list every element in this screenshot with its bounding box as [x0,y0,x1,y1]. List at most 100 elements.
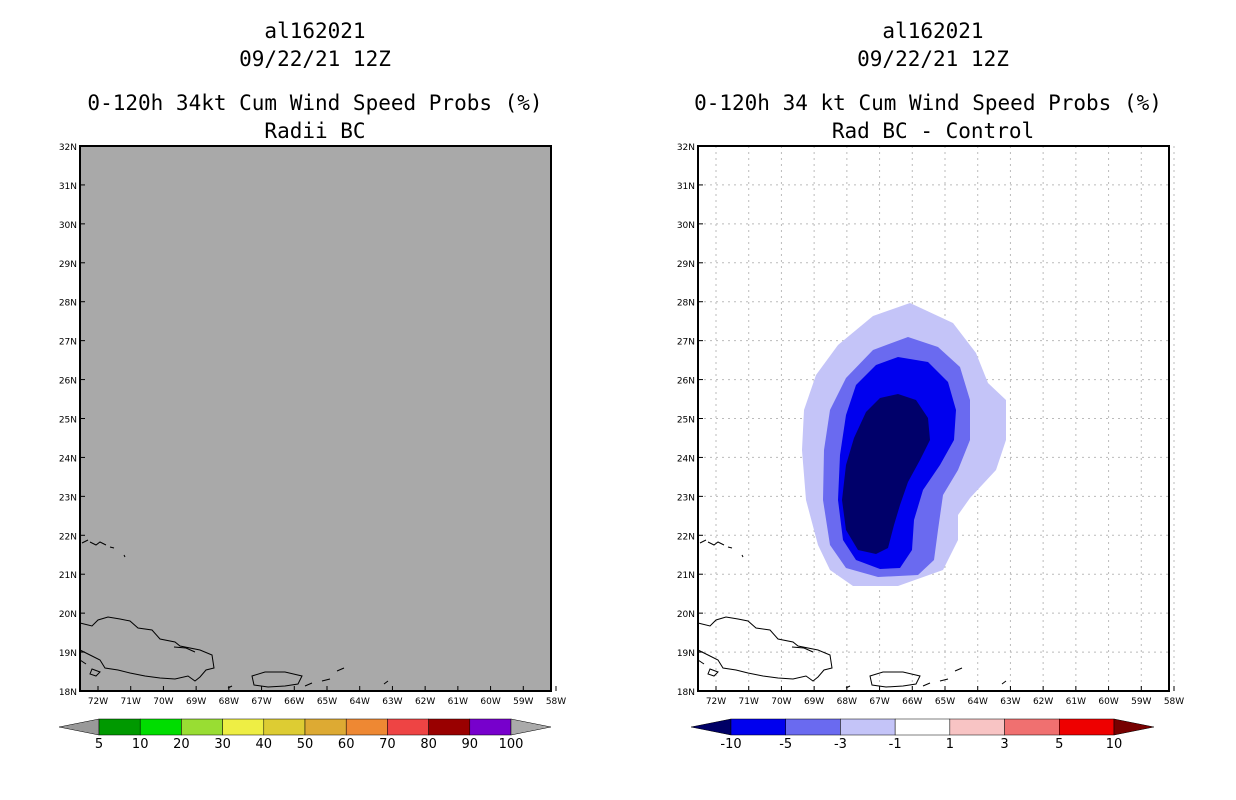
left-colorbar-swatch [181,718,223,736]
right-lat-label: 19N [677,649,695,659]
right-colorbar-label: -3 [834,737,847,752]
left-colorbar-label: 30 [214,737,231,752]
right-lat-label: 21N [677,571,695,581]
left-subtitle: Radii BC [264,119,366,143]
left-colorbar-label: 10 [132,737,149,752]
right-lon-label: 67W [869,697,889,707]
right-lon-label: 58W [1164,697,1184,707]
left-lat-label: 27N [59,338,77,348]
right-lon-label: 65W [935,697,955,707]
left-colorbar-swatch [387,718,429,736]
left-colorbar-swatch [469,718,512,736]
left-lat-label: 19N [59,649,77,659]
right-colorbar-swatch [1059,718,1115,736]
left-colorbar-swatch [304,718,347,736]
left-coastlines [79,539,389,689]
left-lat-label: 21N [59,571,77,581]
left-colorbar-under-arrow [58,718,100,736]
left-colorbar-swatch [263,718,306,736]
right-lon-label: 60W [1098,697,1118,707]
left-colorbar-label: 50 [297,737,314,752]
right-colorbar-swatch [949,718,1005,736]
left-lon-label: 64W [350,697,370,707]
left-colorbar-label: 90 [462,737,479,752]
right-lat-label: 29N [677,260,695,270]
left-lon-label: 62W [415,697,435,707]
left-colorbar-label: 5 [95,737,103,752]
left-colorbar-swatch [345,718,388,736]
right-lon-label: 72W [706,697,726,707]
left-lat-label: 22N [59,532,77,542]
right-lat-label: 18N [677,688,695,698]
left-lat-label: 28N [59,299,77,309]
left-lat-label: 31N [59,182,77,192]
left-lon-label: 59W [513,697,533,707]
left-lon-label: 65W [317,697,337,707]
right-lon-label: 59W [1131,697,1151,707]
left-lat-label: 32N [59,143,77,153]
left-lat-label: 23N [59,493,77,503]
left-lon-label: 67W [251,697,271,707]
left-lon-label: 63W [382,697,402,707]
right-colorbar-swatch [1004,718,1060,736]
left-colorbar-label: 100 [499,737,524,752]
right-difference-contours [802,303,1006,586]
left-probability-field [80,146,551,691]
right-lat-label: 25N [677,416,695,426]
right-datetime: 09/22/21 12Z [857,47,1009,71]
left-lon-label: 69W [186,697,206,707]
left-lon-label: 70W [153,697,173,707]
right-lon-label: 68W [837,697,857,707]
left-colorbar-label: 20 [173,737,190,752]
right-lat-label: 24N [677,454,695,464]
left-colorbar-swatch [222,718,265,736]
left-colorbar-label: 80 [420,737,437,752]
right-lon-label: 63W [1000,697,1020,707]
left-product-title: 0-120h 34kt Cum Wind Speed Probs (%) [87,91,543,115]
left-colorbar-swatch [428,718,471,736]
left-colorbar-label: 60 [338,737,355,752]
right-lat-label: 27N [677,338,695,348]
contour-minus-10 [842,394,930,554]
right-colorbar-swatch [730,718,786,736]
left-colorbar-swatch [139,718,182,736]
left-lon-label: 71W [121,697,141,707]
right-colorbar-label: 1 [946,737,954,752]
right-coastlines [697,539,1007,689]
left-lat-label: 30N [59,221,77,231]
left-colorbar-over-arrow [510,718,552,736]
right-colorbar-under-arrow [690,718,732,736]
left-lat-label: 25N [59,416,77,426]
left-lon-label: 60W [480,697,500,707]
left-datetime: 09/22/21 12Z [239,47,391,71]
right-colorbar-label: 3 [1000,737,1008,752]
right-map: 18N 19N 20N 21N 22N 23N 24N 25N 26N 27N 28N 29N 30N 3… [677,143,1184,752]
right-lat-label: 31N [677,182,695,192]
right-lon-label: 62W [1033,697,1053,707]
left-lat-label: 29N [59,260,77,270]
right-colorbar-over-arrow [1113,718,1155,736]
right-colorbar-swatch [785,718,841,736]
right-colorbar-label: -5 [779,737,792,752]
right-lat-label: 23N [677,493,695,503]
right-lat-label: 30N [677,221,695,231]
right-lon-label: 64W [968,697,988,707]
left-colorbar-swatch [98,718,141,736]
left-lat-label: 18N [59,688,77,698]
right-lat-label: 28N [677,299,695,309]
right-lat-label: 22N [677,532,695,542]
left-map: 18N 19N 20N 21N 22N 23N 24N 25N 26N 27N 28N 29N 30N 3… [58,143,566,752]
right-colorbar-label: -1 [889,737,902,752]
left-lon-label: 68W [219,697,239,707]
right-colorbar-label: 10 [1106,737,1123,752]
right-lon-label: 61W [1066,697,1086,707]
right-colorbar-label: -10 [720,737,741,752]
left-colorbar-label: 40 [256,737,273,752]
right-storm-id: al162021 [882,19,984,43]
right-colorbar-swatch [840,718,896,736]
left-colorbar-label: 70 [379,737,396,752]
right-lon-label: 66W [902,697,922,707]
right-lat-label: 32N [677,143,695,153]
left-lon-label: 66W [284,697,304,707]
left-lat-label: 26N [59,377,77,387]
